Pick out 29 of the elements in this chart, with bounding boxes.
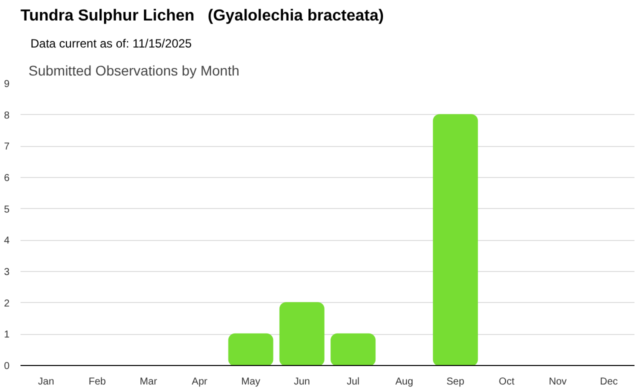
y-tick-label: 8 (4, 110, 10, 122)
x-tick-label: Mar (140, 376, 158, 388)
bar (432, 114, 478, 366)
x-tick-label: Sep (446, 376, 465, 388)
x-tick-label: Dec (600, 376, 618, 388)
x-tick-label: Feb (88, 376, 106, 388)
x-tick-label: Jun (294, 376, 310, 388)
y-tick-label: 6 (4, 173, 10, 184)
x-tick-label: Jan (38, 376, 54, 388)
x-tick-label: May (241, 376, 260, 388)
y-tick-label: 9 (4, 79, 10, 90)
x-tick-label: Jul (346, 376, 360, 388)
bar (330, 333, 376, 366)
y-tick-label: 5 (4, 204, 10, 216)
text: Submitted Observations by Month (28, 62, 240, 78)
y-tick-label: 7 (4, 142, 10, 153)
bar (279, 302, 324, 366)
bar (228, 333, 274, 366)
y-tick-label: 2 (4, 298, 10, 310)
x-tick-label: Apr (192, 376, 208, 388)
y-tick-label: 3 (4, 267, 10, 278)
x-tick-label: Aug (395, 376, 414, 388)
y-tick-label: 0 (4, 361, 10, 372)
chart-subtitle: Data current as of: 11/15/2025 (30, 36, 192, 50)
x-tick-label: Oct (498, 376, 515, 388)
y-tick-label: 4 (4, 236, 10, 247)
chart-title: Tundra Sulphur Lichen (Gyalolechia bracteata) (20, 8, 384, 24)
y-tick-label: 1 (4, 330, 10, 341)
x-tick-label: Nov (548, 376, 567, 388)
